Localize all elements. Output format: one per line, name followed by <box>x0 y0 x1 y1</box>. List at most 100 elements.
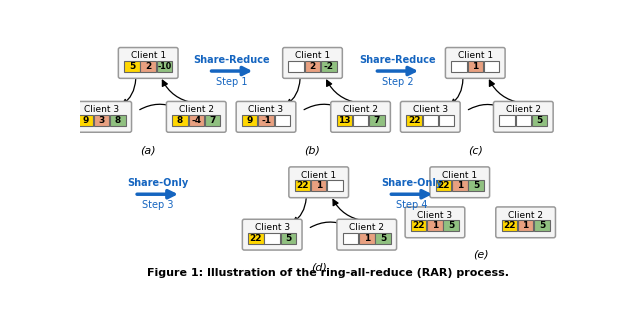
Bar <box>248 233 264 244</box>
Text: -2: -2 <box>324 62 334 71</box>
Text: Share-Reduce: Share-Reduce <box>360 55 436 65</box>
Text: 22: 22 <box>503 221 516 230</box>
Bar <box>343 233 358 244</box>
Bar <box>124 61 140 72</box>
Text: Client 1: Client 1 <box>131 52 166 60</box>
Text: 2: 2 <box>145 62 151 71</box>
Text: Step 1: Step 1 <box>216 77 248 87</box>
Bar <box>359 233 374 244</box>
FancyBboxPatch shape <box>401 101 460 132</box>
FancyBboxPatch shape <box>496 207 556 238</box>
Bar <box>534 221 550 231</box>
Text: -4: -4 <box>191 116 202 125</box>
Text: Client 1: Client 1 <box>301 171 336 180</box>
Bar <box>189 115 204 126</box>
Text: Figure 1: Illustration of the ring-all-reduce (RAR) process.: Figure 1: Illustration of the ring-all-r… <box>147 268 509 278</box>
Text: -10: -10 <box>157 62 172 71</box>
Text: 7: 7 <box>374 116 380 125</box>
Text: 1: 1 <box>364 234 370 243</box>
Text: 1: 1 <box>522 221 529 230</box>
Text: 8: 8 <box>177 116 183 125</box>
Text: 5: 5 <box>129 62 135 71</box>
Text: Client 3: Client 3 <box>417 211 452 220</box>
Bar <box>467 61 483 72</box>
Bar <box>518 221 533 231</box>
Bar <box>205 115 220 126</box>
Text: 1: 1 <box>472 62 478 71</box>
Bar <box>172 115 188 126</box>
Text: 22: 22 <box>408 116 420 125</box>
Text: Client 2: Client 2 <box>508 211 543 220</box>
Text: 5: 5 <box>473 181 479 190</box>
Bar <box>327 180 343 191</box>
Bar <box>353 115 368 126</box>
Text: Client 2: Client 2 <box>349 223 384 232</box>
FancyBboxPatch shape <box>337 219 397 250</box>
Text: Share-Only: Share-Only <box>127 178 188 188</box>
Text: Client 1: Client 1 <box>442 171 477 180</box>
Text: Client 2: Client 2 <box>343 105 378 114</box>
Text: 22: 22 <box>250 234 262 243</box>
Bar <box>499 115 515 126</box>
Text: 3: 3 <box>99 116 105 125</box>
Text: (a): (a) <box>140 146 156 156</box>
Text: 5: 5 <box>380 234 386 243</box>
Text: Step 4: Step 4 <box>396 200 428 210</box>
Bar <box>157 61 172 72</box>
Bar <box>281 233 296 244</box>
FancyBboxPatch shape <box>283 47 342 78</box>
Text: Share-Only: Share-Only <box>381 178 442 188</box>
FancyBboxPatch shape <box>405 207 465 238</box>
Text: Client 3: Client 3 <box>84 105 119 114</box>
Bar <box>289 61 304 72</box>
Bar <box>294 180 310 191</box>
Bar <box>305 61 320 72</box>
Bar <box>451 61 467 72</box>
FancyBboxPatch shape <box>166 101 226 132</box>
Text: -1: -1 <box>261 116 271 125</box>
Bar <box>436 180 451 191</box>
Bar <box>406 115 422 126</box>
Text: Step 2: Step 2 <box>382 77 413 87</box>
Text: 9: 9 <box>82 116 88 125</box>
FancyBboxPatch shape <box>236 101 296 132</box>
Bar <box>411 221 426 231</box>
Text: 13: 13 <box>338 116 351 125</box>
Text: Share-Reduce: Share-Reduce <box>193 55 270 65</box>
Bar <box>452 180 467 191</box>
Bar <box>264 233 280 244</box>
Text: 5: 5 <box>536 116 543 125</box>
Bar <box>532 115 547 126</box>
Bar <box>337 115 352 126</box>
Bar <box>321 61 337 72</box>
Text: Client 2: Client 2 <box>179 105 214 114</box>
FancyBboxPatch shape <box>331 101 390 132</box>
Text: Client 3: Client 3 <box>255 223 290 232</box>
Text: Client 1: Client 1 <box>295 52 330 60</box>
Text: 5: 5 <box>448 221 454 230</box>
Bar <box>259 115 274 126</box>
Text: 5: 5 <box>285 234 292 243</box>
Bar <box>484 61 499 72</box>
Bar <box>428 221 443 231</box>
Bar <box>502 221 517 231</box>
Bar <box>94 115 109 126</box>
Bar <box>516 115 531 126</box>
Bar <box>140 61 156 72</box>
Text: 2: 2 <box>309 62 316 71</box>
Bar <box>77 115 93 126</box>
Text: 1: 1 <box>456 181 463 190</box>
Bar <box>375 233 391 244</box>
Text: Client 2: Client 2 <box>506 105 541 114</box>
Text: Client 1: Client 1 <box>458 52 493 60</box>
Text: (c): (c) <box>468 146 483 156</box>
Bar <box>311 180 326 191</box>
Text: (d): (d) <box>311 263 326 273</box>
Bar <box>444 221 459 231</box>
Bar <box>422 115 438 126</box>
Bar <box>275 115 290 126</box>
FancyBboxPatch shape <box>72 101 132 132</box>
FancyBboxPatch shape <box>493 101 553 132</box>
Text: (b): (b) <box>305 146 321 156</box>
Text: 5: 5 <box>539 221 545 230</box>
